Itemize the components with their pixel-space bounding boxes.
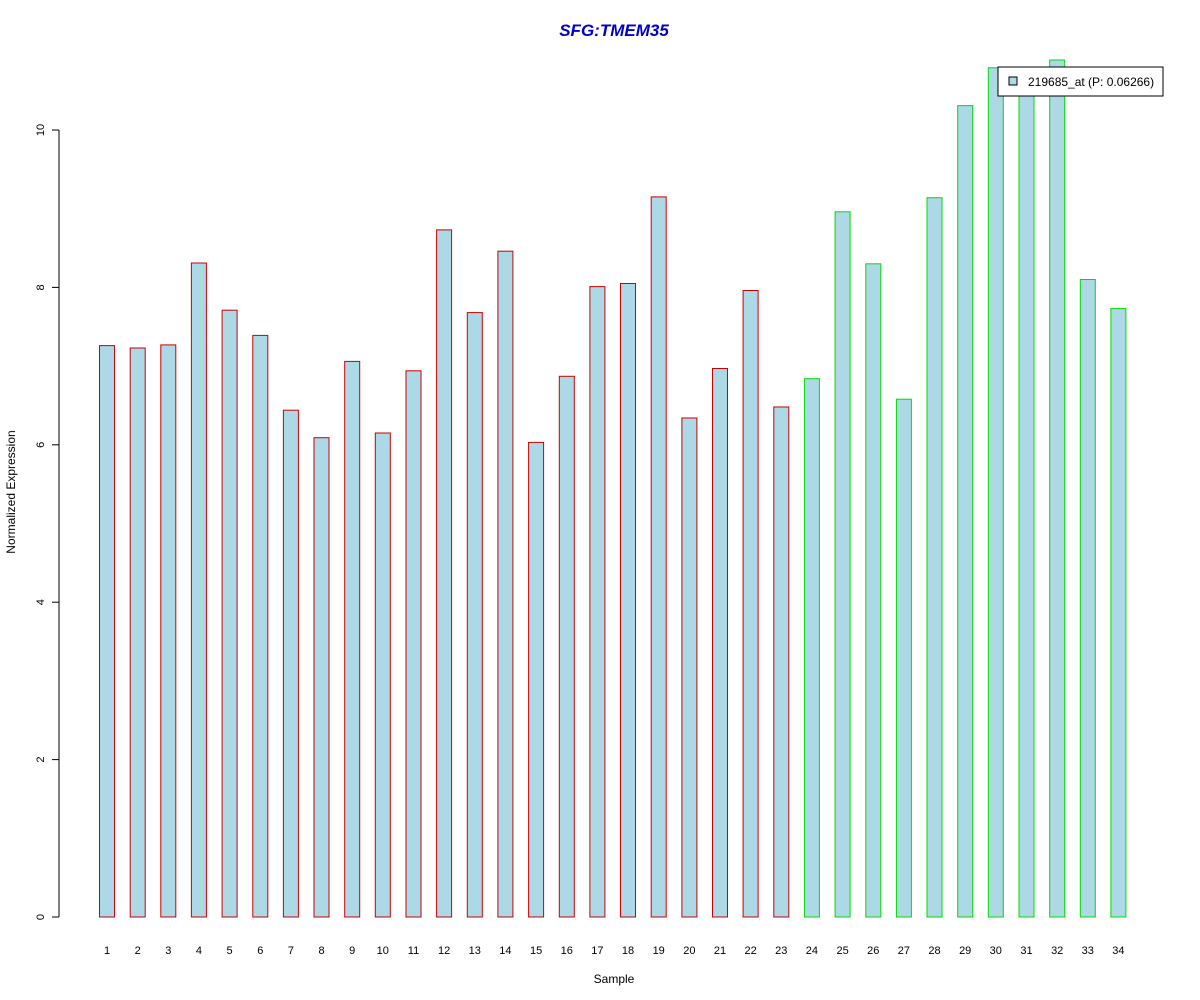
x-tick-label: 8 <box>318 945 324 957</box>
x-tick-label: 10 <box>377 945 389 957</box>
x-tick-label: 17 <box>591 945 603 957</box>
bar-sample-28 <box>926 197 943 918</box>
bar-sample-31 <box>1018 80 1035 918</box>
bar-sample-16 <box>558 375 575 918</box>
y-tick-label: 8 <box>35 284 47 290</box>
bar-sample-12 <box>436 229 453 918</box>
bar-sample-3 <box>160 344 177 918</box>
chart-title: SFG:TMEM35 <box>559 21 669 40</box>
bar-sample-8 <box>313 437 330 918</box>
bar-sample-14 <box>497 250 514 918</box>
bar-sample-23 <box>773 406 790 918</box>
bar-sample-1 <box>99 345 115 918</box>
bar-sample-18 <box>620 283 636 918</box>
x-tick-label: 23 <box>775 945 787 957</box>
bar-sample-13 <box>466 312 483 918</box>
x-tick-label: 15 <box>530 945 542 957</box>
legend: 219685_at (P: 0.06266) <box>997 66 1164 97</box>
bar-sample-2 <box>129 347 146 918</box>
x-tick-label: 32 <box>1051 945 1063 957</box>
x-tick-label: 19 <box>653 945 665 957</box>
x-tick-label: 26 <box>867 945 879 957</box>
x-tick-label: 34 <box>1112 945 1124 957</box>
y-axis-label: Normalized Expression <box>4 430 18 553</box>
x-tick-label: 30 <box>990 945 1002 957</box>
x-tick-label: 14 <box>499 945 511 957</box>
x-tick-label: 33 <box>1082 945 1094 957</box>
bar-sample-24 <box>803 378 820 918</box>
x-tick-label: 28 <box>928 945 940 957</box>
x-tick-label: 24 <box>806 945 818 957</box>
bar-sample-17 <box>589 286 606 918</box>
bar-sample-7 <box>282 409 299 918</box>
x-tick-label: 22 <box>744 945 756 957</box>
y-tick-label: 6 <box>35 442 47 448</box>
x-tick-label: 3 <box>165 945 171 957</box>
bar-sample-15 <box>528 441 545 918</box>
x-tick-label: 7 <box>288 945 294 957</box>
y-tick-label: 2 <box>35 757 47 763</box>
bar-sample-30 <box>987 67 1004 918</box>
y-tick-label: 0 <box>35 914 47 920</box>
x-tick-label: 31 <box>1020 945 1032 957</box>
x-tick-label: 20 <box>683 945 695 957</box>
x-tick-label: 21 <box>714 945 726 957</box>
bar-sample-25 <box>834 211 851 918</box>
y-tick-label: 4 <box>35 599 47 605</box>
x-tick-label: 6 <box>257 945 263 957</box>
x-tick-label: 2 <box>135 945 141 957</box>
x-tick-label: 13 <box>469 945 481 957</box>
x-tick-label: 18 <box>622 945 634 957</box>
bar-sample-20 <box>681 417 698 918</box>
x-tick-label: 4 <box>196 945 202 957</box>
bar-sample-33 <box>1079 279 1096 918</box>
bar-group <box>99 59 1127 918</box>
y-tick-label: 10 <box>35 124 47 136</box>
bar-sample-26 <box>865 263 882 918</box>
legend-swatch <box>1008 76 1018 86</box>
bar-sample-11 <box>405 370 422 918</box>
x-axis-label: Sample <box>594 972 635 986</box>
bar-sample-29 <box>957 105 974 918</box>
bar-sample-21 <box>712 368 728 918</box>
x-tick-label: 12 <box>438 945 450 957</box>
bar-sample-22 <box>742 290 759 918</box>
bar-sample-32 <box>1049 59 1066 918</box>
x-tick-label: 29 <box>959 945 971 957</box>
legend-label: 219685_at (P: 0.06266) <box>1028 75 1154 89</box>
legend-box <box>997 66 1164 97</box>
bar-sample-27 <box>895 398 912 918</box>
bar-sample-10 <box>374 432 391 918</box>
y-axis: 0 2 4 6 8 10 <box>35 124 60 920</box>
x-tick-label: 5 <box>227 945 233 957</box>
bar-sample-6 <box>252 334 269 918</box>
x-tick-label: 25 <box>836 945 848 957</box>
x-tick-label: 27 <box>898 945 910 957</box>
x-tick-label: 1 <box>104 945 110 957</box>
bar-sample-19 <box>650 196 667 918</box>
x-tick-label: 9 <box>349 945 355 957</box>
x-tick-label: 11 <box>408 945 419 957</box>
bar-sample-34 <box>1110 308 1127 918</box>
bar-sample-9 <box>344 360 361 918</box>
x-tick-labels: 1 2 3 4 5 6 7 8 9 10 11 12 13 14 15 16 17 18 19 20 21 22 23 24 2… <box>104 945 1125 957</box>
bar-sample-4 <box>190 262 207 918</box>
bar-sample-5 <box>221 309 238 918</box>
x-tick-label: 16 <box>561 945 573 957</box>
